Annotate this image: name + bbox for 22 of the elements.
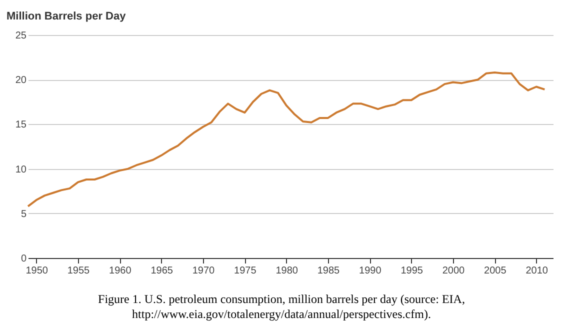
x-tick-label: 1955 xyxy=(67,266,90,276)
x-tick-label: 1985 xyxy=(317,266,340,276)
y-tick-label: 25 xyxy=(15,30,27,42)
y-axis-title: Million Barrels per Day xyxy=(6,10,127,22)
y-tick-label: 20 xyxy=(15,75,27,86)
caption: Figure 1. U.S. petroleum consumption, million barrels per day (source: EIA, http://www.eia.gov/totalenergy/data/annual/perspectives.cfm). xyxy=(97,292,466,322)
y-tick-label: 15 xyxy=(15,120,27,131)
y-tick-label: 0 xyxy=(20,254,27,264)
x-tick-label: 1975 xyxy=(234,266,257,276)
x-tick-label: 1995 xyxy=(400,266,424,276)
x-tick-label: 2000 xyxy=(442,266,466,276)
y-tick-label: 5 xyxy=(20,208,27,220)
x-tick-label: 1980 xyxy=(276,266,298,276)
x-tick-label: 1970 xyxy=(192,266,216,276)
x-tick-label: 1950 xyxy=(26,266,48,276)
x-tick-label: 1960 xyxy=(109,266,132,276)
x-tick-label: 2005 xyxy=(484,266,507,276)
line-series xyxy=(27,71,546,208)
x-tick-label: 1965 xyxy=(150,266,174,276)
x-tick-label: 2010 xyxy=(526,266,548,276)
x-tick-label: 1990 xyxy=(359,266,382,276)
y-tick-label: 10 xyxy=(15,164,27,176)
